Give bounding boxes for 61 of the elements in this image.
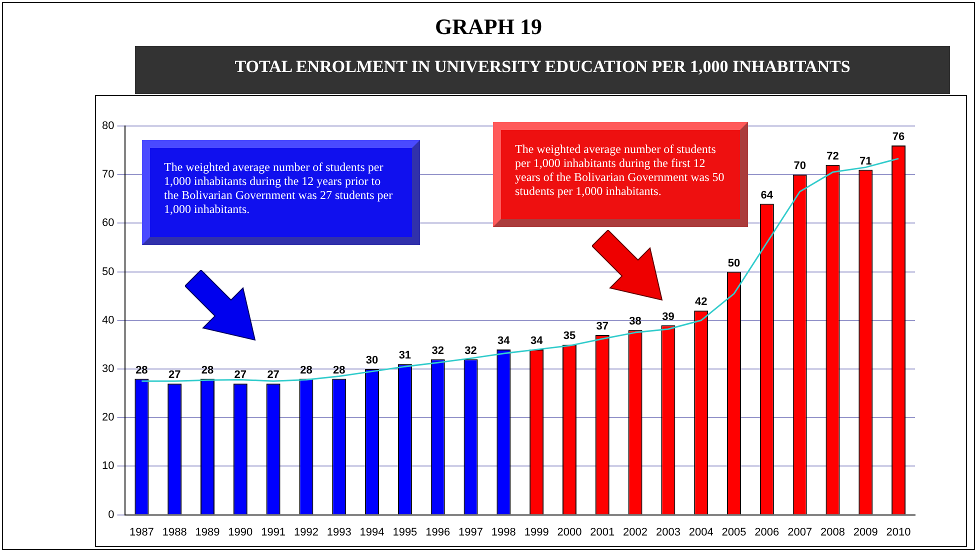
data-label: 28 <box>201 364 214 376</box>
data-label: 39 <box>662 310 674 323</box>
data-label: 35 <box>563 330 576 342</box>
data-label: 76 <box>892 130 905 143</box>
x-tick-label: 1987 <box>129 526 154 538</box>
y-tick-label: 30 <box>102 363 114 376</box>
x-tick-label: 1988 <box>162 526 187 538</box>
y-tick-label: 50 <box>102 266 114 278</box>
y-tick-label: 20 <box>102 412 114 424</box>
y-tick-label: 0 <box>108 508 114 521</box>
x-tick-label: 1990 <box>228 526 253 538</box>
data-label: 72 <box>826 150 839 162</box>
x-tick-label: 1997 <box>458 526 483 538</box>
text-box: The weighted average number of students per 1,000 inhabitants during the first 12 years of the Bolivarian Government was 50 students per 1,000 inhabitants. <box>493 122 748 227</box>
x-tick-label: 2008 <box>820 526 845 538</box>
data-label: 50 <box>728 257 740 270</box>
data-label: 28 <box>333 364 346 376</box>
x-tick-label: 2009 <box>853 526 878 538</box>
chart-subtitle: TOTAL ENROLMENT IN UNIVERSITY EDUCATION PER 1,000 INHABITANTS <box>135 46 950 94</box>
x-tick-label: 2005 <box>722 526 746 538</box>
data-label: 70 <box>794 160 806 172</box>
y-tick-label: 10 <box>102 460 114 472</box>
x-tick-label: 1996 <box>426 526 450 538</box>
x-tick-label: 1993 <box>326 526 352 538</box>
x-tick-label: 2007 <box>788 526 812 538</box>
x-tick-label: 1989 <box>195 526 220 538</box>
data-label: 71 <box>860 155 872 168</box>
x-tick-label: 2004 <box>688 526 714 538</box>
x-tick-label: 1994 <box>360 526 384 538</box>
data-label: 32 <box>432 344 444 357</box>
x-tick-label: 1992 <box>294 526 318 538</box>
data-label: 64 <box>760 189 774 202</box>
data-label: 31 <box>398 350 412 362</box>
x-tick-label: 2001 <box>590 526 615 538</box>
x-tick-label: 1991 <box>261 526 286 538</box>
data-label: 38 <box>629 316 642 328</box>
data-label: 27 <box>168 369 181 382</box>
data-label: 42 <box>694 296 708 308</box>
x-tick-label: 1998 <box>491 526 516 538</box>
data-label: 34 <box>498 335 511 348</box>
data-label: 27 <box>267 369 280 382</box>
text-box: The weighted average number of students per 1,000 inhabitants during the 12 years prior to the Bolivarian Government was 27 students per 1,000 inhabitants. <box>142 140 420 245</box>
x-tick-label: 2003 <box>656 526 680 538</box>
data-label: 34 <box>530 335 544 348</box>
x-tick-label: 1995 <box>392 526 418 538</box>
x-tick-label: 2000 <box>557 526 582 538</box>
y-tick-label: 70 <box>102 168 114 181</box>
data-label: 37 <box>596 320 609 333</box>
data-label: 27 <box>234 369 247 382</box>
y-tick-label: 60 <box>102 217 114 230</box>
y-tick-label: 40 <box>102 314 114 326</box>
chart-title: GRAPH 19 <box>434 14 543 40</box>
x-tick-label: 1999 <box>524 526 549 538</box>
x-tick-label: 2002 <box>623 526 648 538</box>
data-label: 30 <box>366 354 378 367</box>
x-tick-label: 2006 <box>754 526 780 538</box>
data-label: 28 <box>300 364 312 376</box>
data-label: 28 <box>136 364 148 376</box>
x-tick-label: 2010 <box>886 526 911 538</box>
y-tick-label: 80 <box>102 120 114 132</box>
data-label: 32 <box>464 344 477 357</box>
